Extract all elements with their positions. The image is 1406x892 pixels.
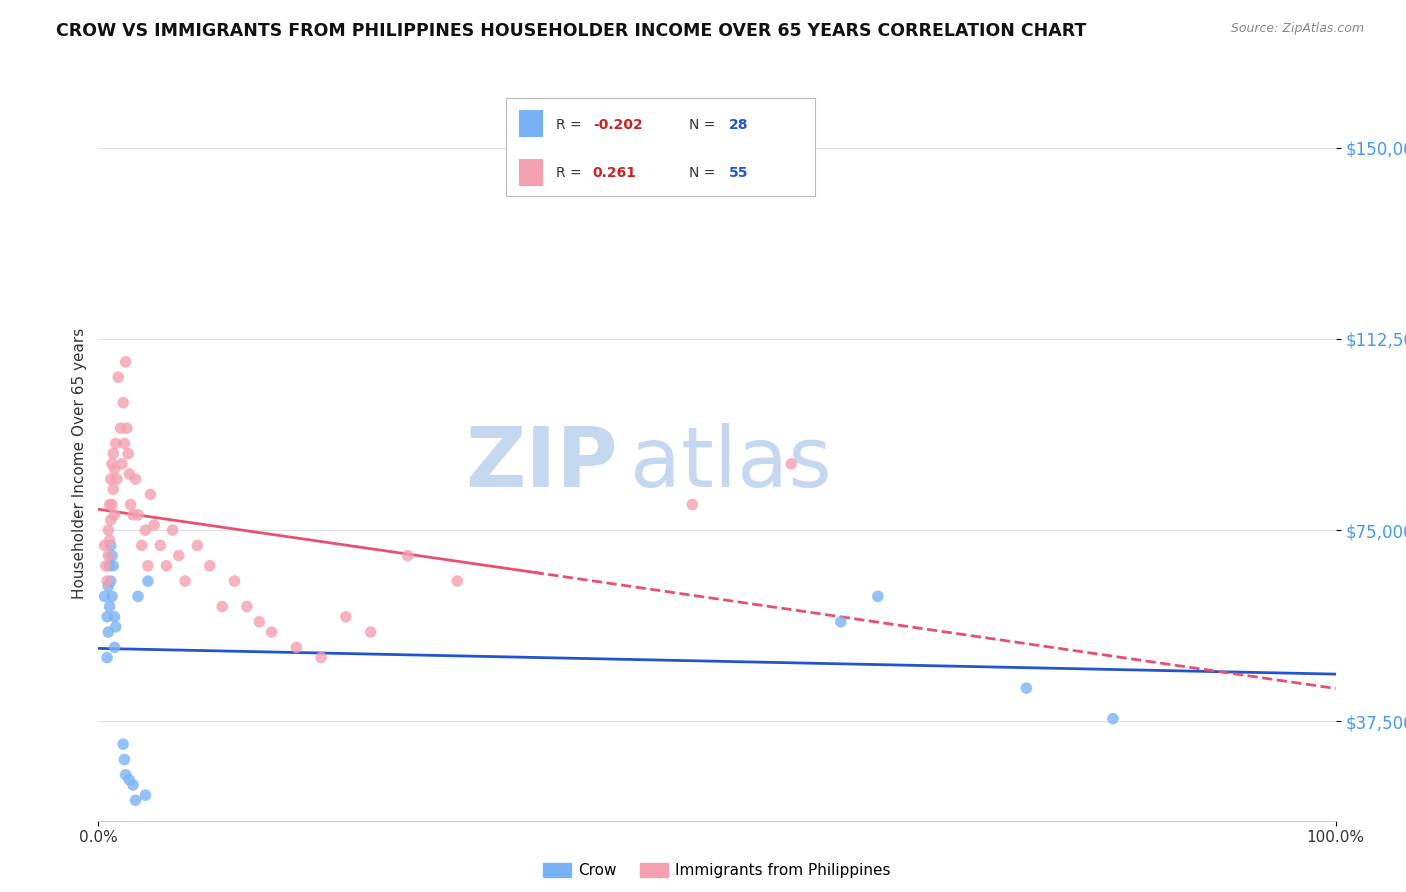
Point <box>98 498 121 512</box>
Point <box>866 590 889 604</box>
Point <box>247 615 270 629</box>
Point <box>136 558 159 573</box>
Point <box>396 549 419 563</box>
Point <box>97 549 120 563</box>
Point <box>112 395 135 409</box>
Point <box>115 421 138 435</box>
Point <box>681 498 703 512</box>
Point <box>112 436 135 450</box>
Text: 28: 28 <box>728 118 748 132</box>
Point <box>136 574 159 588</box>
Point <box>120 498 142 512</box>
Point <box>103 483 125 497</box>
Point <box>111 457 134 471</box>
Point <box>105 472 128 486</box>
Point <box>98 599 121 614</box>
Point <box>830 615 852 629</box>
Point <box>124 793 146 807</box>
Point <box>104 620 127 634</box>
Point <box>167 549 190 563</box>
Text: R =: R = <box>555 166 591 179</box>
Point <box>97 625 120 640</box>
Point <box>103 558 125 573</box>
Text: ZIP: ZIP <box>465 424 619 504</box>
Text: atlas: atlas <box>630 424 832 504</box>
Point <box>162 523 184 537</box>
Text: 55: 55 <box>728 166 748 179</box>
Point <box>118 467 141 481</box>
Point <box>1015 681 1038 695</box>
Point <box>93 538 115 552</box>
Point <box>98 558 121 573</box>
Point <box>98 533 121 548</box>
Point <box>134 788 156 802</box>
Point <box>114 355 136 369</box>
Point <box>149 538 172 552</box>
Point <box>96 574 118 588</box>
Point <box>93 590 115 604</box>
Point <box>107 370 129 384</box>
Point <box>100 472 122 486</box>
Bar <box>519 159 543 186</box>
Point <box>446 574 468 588</box>
Point <box>118 772 141 787</box>
Legend: Crow, Immigrants from Philippines: Crow, Immigrants from Philippines <box>537 857 897 884</box>
Bar <box>519 110 543 137</box>
Point <box>198 558 221 573</box>
Point <box>134 523 156 537</box>
Point <box>114 768 136 782</box>
Point <box>211 599 233 614</box>
Point <box>224 574 246 588</box>
Point <box>124 472 146 486</box>
Y-axis label: Householder Income Over 65 years: Householder Income Over 65 years <box>72 328 87 599</box>
Text: 0.261: 0.261 <box>593 166 637 179</box>
Point <box>360 625 382 640</box>
Point <box>101 498 124 512</box>
Point <box>103 462 125 476</box>
Point <box>94 558 117 573</box>
Point <box>103 447 125 461</box>
Point <box>309 650 332 665</box>
Point <box>122 508 145 522</box>
Point <box>112 737 135 751</box>
Point <box>335 609 357 624</box>
Point <box>155 558 177 573</box>
Text: R =: R = <box>555 118 586 132</box>
Point <box>97 523 120 537</box>
Point <box>122 778 145 792</box>
Point <box>127 590 149 604</box>
Point <box>174 574 197 588</box>
Point <box>139 487 162 501</box>
Point <box>112 752 135 766</box>
Point <box>127 508 149 522</box>
Point <box>100 574 122 588</box>
Point <box>101 590 124 604</box>
Point <box>117 447 139 461</box>
Point <box>143 518 166 533</box>
Text: Source: ZipAtlas.com: Source: ZipAtlas.com <box>1230 22 1364 36</box>
Point <box>103 508 125 522</box>
Point <box>103 609 125 624</box>
Point <box>96 650 118 665</box>
Point <box>101 457 124 471</box>
Text: N =: N = <box>689 166 720 179</box>
Point <box>285 640 308 655</box>
Point <box>236 599 259 614</box>
Point <box>100 513 122 527</box>
Point <box>186 538 208 552</box>
Text: -0.202: -0.202 <box>593 118 643 132</box>
Point <box>101 549 124 563</box>
Point <box>96 609 118 624</box>
Point <box>260 625 283 640</box>
Text: CROW VS IMMIGRANTS FROM PHILIPPINES HOUSEHOLDER INCOME OVER 65 YEARS CORRELATION: CROW VS IMMIGRANTS FROM PHILIPPINES HOUS… <box>56 22 1087 40</box>
Point <box>131 538 153 552</box>
Point <box>104 436 127 450</box>
Point <box>110 421 132 435</box>
Text: N =: N = <box>689 118 720 132</box>
Point <box>100 538 122 552</box>
Point <box>780 457 803 471</box>
Point <box>1102 712 1125 726</box>
Point <box>97 579 120 593</box>
Point <box>103 640 125 655</box>
